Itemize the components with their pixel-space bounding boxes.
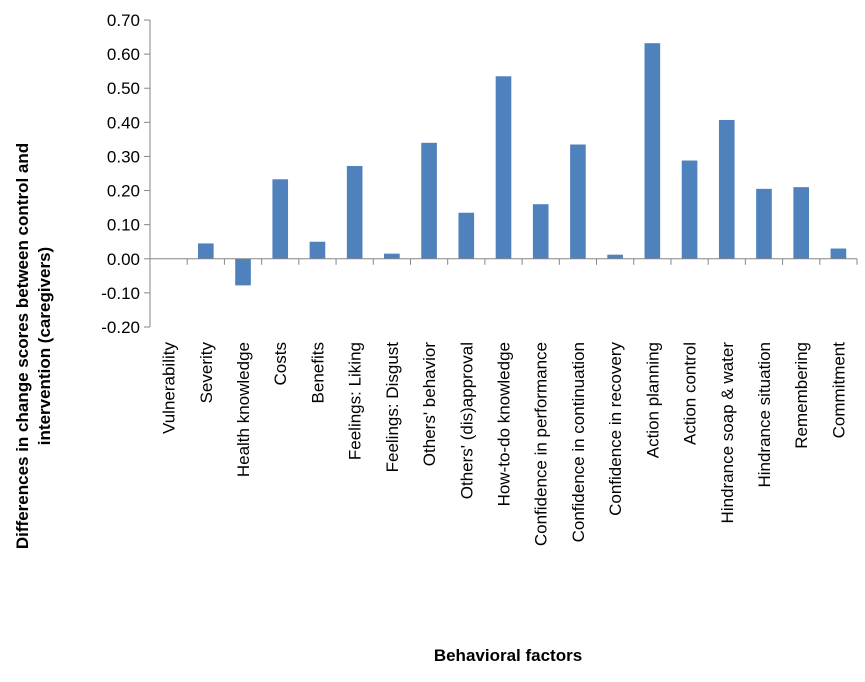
y-tick-label: 0.30 bbox=[107, 147, 140, 166]
bar bbox=[458, 213, 474, 259]
x-category-label: Others' (dis)approval bbox=[457, 342, 476, 499]
bar bbox=[570, 145, 586, 259]
y-tick-label: 0.10 bbox=[107, 216, 140, 235]
bar bbox=[719, 120, 735, 259]
y-tick-label: 0.70 bbox=[107, 11, 140, 30]
bar bbox=[272, 179, 288, 258]
x-category-label: Benefits bbox=[308, 342, 327, 403]
x-category-label: Feelings: Disgust bbox=[383, 342, 402, 473]
x-category-label: Others' behavior bbox=[420, 342, 439, 467]
bar bbox=[198, 243, 214, 258]
x-category-label: Vulnerability bbox=[160, 342, 179, 434]
x-category-label: How-to-do knowledge bbox=[495, 342, 514, 506]
bar bbox=[756, 189, 772, 259]
x-category-label: Severity bbox=[197, 342, 216, 404]
y-tick-label: -0.10 bbox=[101, 284, 140, 303]
x-category-label: Confidence in recovery bbox=[606, 342, 625, 516]
y-axis-title: Differences in change scores between con… bbox=[13, 143, 54, 549]
y-tick-label: 0.00 bbox=[107, 250, 140, 269]
y-tick-label: 0.40 bbox=[107, 113, 140, 132]
bar bbox=[235, 259, 251, 286]
bar bbox=[533, 204, 549, 259]
plot-area: -0.20 -0.10 0.00 0.10 0.20 0.30 0.40 0.50 0.60 0.… bbox=[101, 11, 857, 546]
x-category-label: Costs bbox=[271, 342, 290, 385]
y-tick-label: 0.60 bbox=[107, 45, 140, 64]
y-tick-label: 0.50 bbox=[107, 79, 140, 98]
x-category-label: Confidence in performance bbox=[532, 342, 551, 546]
bar bbox=[421, 143, 437, 259]
x-axis-title: Behavioral factors bbox=[434, 646, 582, 665]
bar bbox=[793, 187, 809, 259]
y-tick-label: 0.20 bbox=[107, 182, 140, 201]
bar bbox=[384, 254, 400, 259]
bar bbox=[310, 242, 326, 259]
y-axis-title-line-2: intervention (caregivers) bbox=[35, 247, 54, 445]
y-tick-label: -0.20 bbox=[101, 318, 140, 337]
bar bbox=[347, 166, 363, 259]
x-category-label: Hindrance situation bbox=[755, 342, 774, 488]
bar bbox=[831, 249, 847, 259]
x-category-label: Hindrance soap & water bbox=[718, 342, 737, 524]
x-category-label: Commitment bbox=[829, 342, 848, 439]
bar bbox=[607, 255, 623, 259]
bar bbox=[496, 76, 512, 258]
y-axis-title-line-1: Differences in change scores between con… bbox=[13, 143, 32, 549]
x-category-label: Action planning bbox=[643, 342, 662, 458]
x-category-label: Remembering bbox=[792, 342, 811, 449]
x-category-label: Feelings: Liking bbox=[346, 342, 365, 460]
bar bbox=[682, 161, 698, 259]
bar bbox=[645, 43, 661, 259]
x-category-label: Health knowledge bbox=[234, 342, 253, 477]
x-category-label: Confidence in continuation bbox=[569, 342, 588, 542]
x-category-label: Action control bbox=[681, 342, 700, 445]
